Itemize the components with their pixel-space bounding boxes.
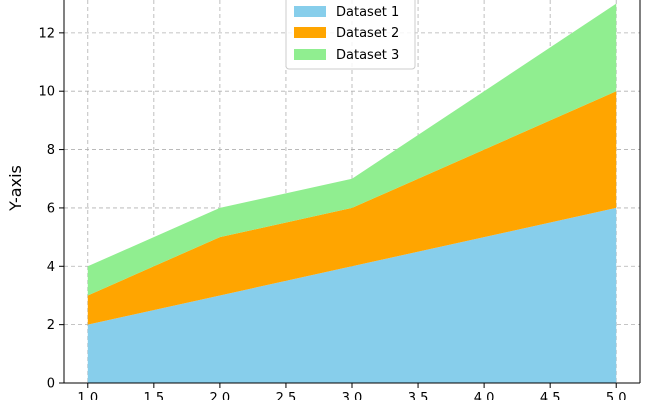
legend-swatch bbox=[294, 6, 326, 17]
legend-label: Dataset 2 bbox=[336, 26, 399, 41]
x-tick-label: 1.0 bbox=[77, 391, 98, 400]
area-series-3 bbox=[87, 3, 617, 296]
legend-swatch bbox=[294, 27, 326, 38]
y-tick-label: 10 bbox=[38, 85, 55, 100]
x-tick-label: 1.5 bbox=[143, 391, 164, 400]
y-tick-label: 2 bbox=[47, 318, 55, 333]
x-tick-label: 2.0 bbox=[210, 391, 231, 400]
legend-label: Dataset 1 bbox=[336, 5, 399, 20]
x-tick-label: 3.0 bbox=[342, 391, 363, 400]
legend: Dataset 1 Dataset 2 Dataset 3 bbox=[285, 0, 416, 70]
x-tick-label: 5.0 bbox=[606, 391, 627, 400]
x-tick-label: 4.0 bbox=[474, 391, 495, 400]
area-series-2 bbox=[87, 91, 617, 325]
x-tick-label: 2.5 bbox=[276, 391, 297, 400]
y-tick-label: 4 bbox=[47, 260, 55, 275]
y-tick-label: 0 bbox=[47, 377, 55, 392]
area-layer bbox=[87, 3, 617, 383]
ticks: 1.0 1.5 2.0 2.5 3.0 3.5 4.0 4.5 5.0 0 2 4 6 8 10 12 bbox=[38, 26, 626, 400]
x-tick-label: 3.5 bbox=[408, 391, 429, 400]
area-series-1 bbox=[87, 207, 617, 383]
legend-swatch bbox=[294, 49, 326, 60]
y-tick-label: 8 bbox=[47, 143, 55, 158]
y-tick-label: 6 bbox=[47, 201, 55, 216]
x-tick-label: 4.5 bbox=[540, 391, 561, 400]
y-tick-label: 12 bbox=[38, 26, 55, 41]
y-axis-title: Y-axis bbox=[6, 165, 25, 212]
legend-label: Dataset 3 bbox=[336, 48, 399, 63]
